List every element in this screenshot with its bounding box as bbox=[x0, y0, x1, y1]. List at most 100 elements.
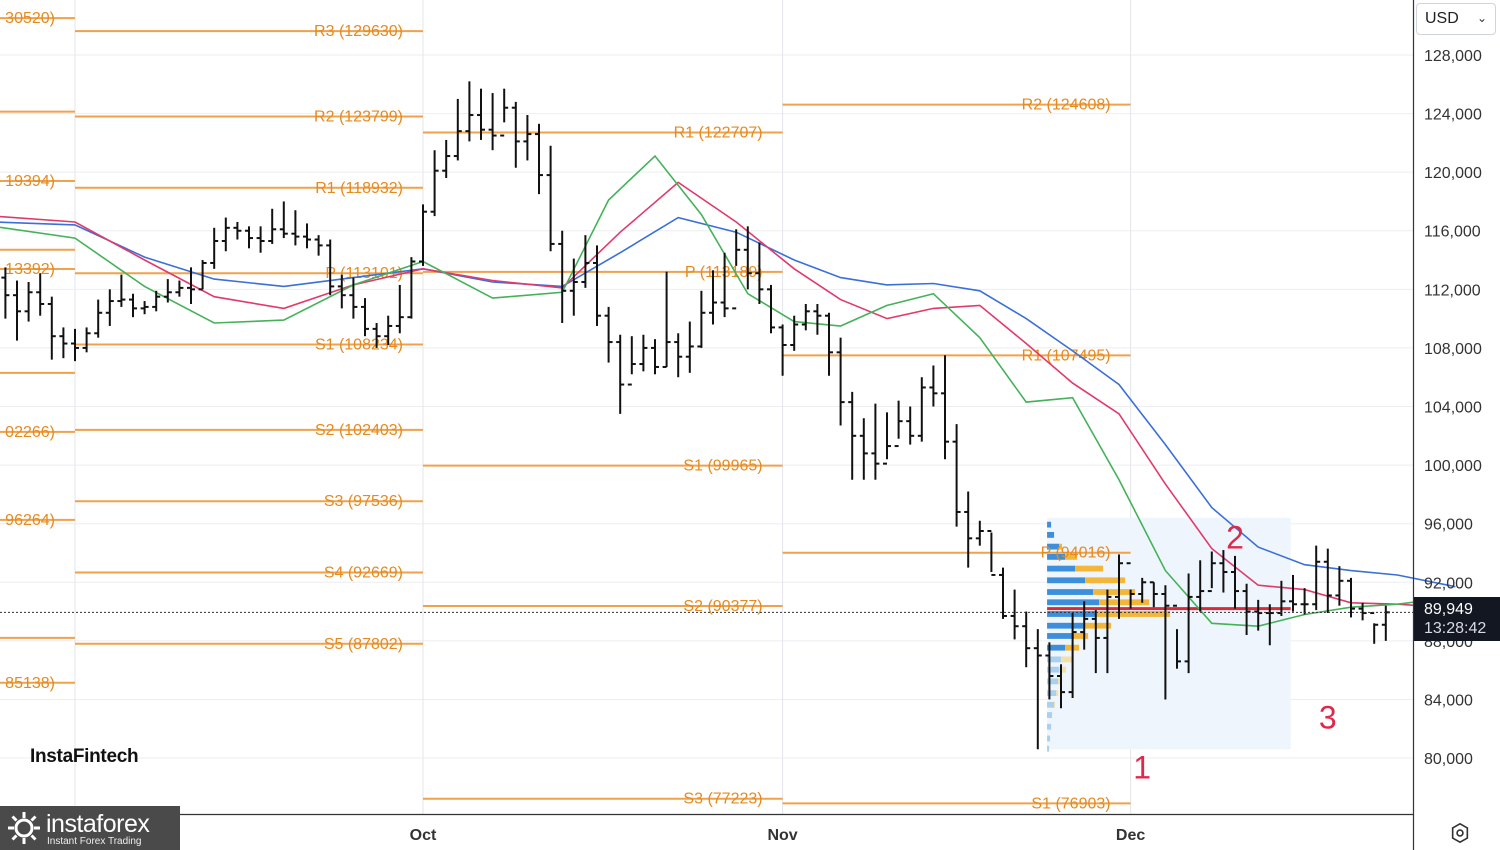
y-tick-label: 124,000 bbox=[1424, 107, 1482, 124]
ohlc-bar bbox=[1254, 599, 1263, 631]
moving-average-3 bbox=[0, 154, 1467, 628]
ohlc-bar bbox=[801, 303, 810, 331]
ohlc-bar bbox=[511, 101, 520, 168]
volume-bar-up bbox=[1047, 577, 1086, 584]
ohlc-bar bbox=[163, 279, 172, 303]
ohlc-bar bbox=[569, 258, 578, 316]
pivot-label: 13392) bbox=[5, 261, 55, 278]
ohlc-bar bbox=[245, 226, 253, 249]
ohlc-bar bbox=[256, 226, 265, 253]
x-tick-label: Dec bbox=[1116, 827, 1145, 844]
ohlc-bar bbox=[743, 226, 752, 290]
volume-bar-up bbox=[1047, 532, 1055, 538]
ohlc-bar bbox=[117, 274, 126, 307]
ohlc-bar bbox=[337, 274, 346, 309]
ohlc-bar bbox=[917, 377, 926, 442]
pivot-label: R1 (118932) bbox=[315, 180, 403, 197]
ohlc-bar bbox=[465, 81, 474, 142]
ohlc-bar bbox=[1149, 581, 1158, 608]
pivot-label: 30520) bbox=[5, 10, 55, 27]
pivot-label: R3 (129630) bbox=[314, 23, 403, 40]
instaforex-logo: instaforex Instant Forex Trading bbox=[0, 806, 180, 850]
x-tick-label: Nov bbox=[767, 827, 797, 844]
volume-bar-up bbox=[1047, 712, 1053, 718]
ohlc-bar bbox=[140, 301, 149, 315]
ohlc-bar bbox=[1, 267, 10, 319]
volume-bar-down bbox=[1059, 543, 1063, 550]
ohlc-bar bbox=[175, 280, 184, 297]
ohlc-bar bbox=[268, 208, 277, 244]
moving-average-2 bbox=[0, 181, 1444, 608]
ohlc-bar bbox=[1173, 604, 1181, 669]
volume-bar-up bbox=[1047, 599, 1100, 606]
volume-bar-down bbox=[1056, 690, 1059, 696]
pivot-label: S2 (90377) bbox=[683, 598, 762, 615]
ohlc-bar bbox=[94, 299, 103, 338]
pivot-label: S4 (92669) bbox=[324, 564, 403, 581]
pivot-label: S2 (102403) bbox=[315, 422, 403, 439]
ohlc-bar bbox=[349, 277, 358, 319]
pivot-label: R1 (107495) bbox=[1022, 347, 1111, 364]
ohlc-bar bbox=[1196, 560, 1205, 612]
currency-selector[interactable]: USD ⌄ bbox=[1416, 3, 1496, 35]
ohlc-bar bbox=[361, 298, 369, 337]
ohlc-bar bbox=[825, 312, 833, 376]
volume-bar-up bbox=[1047, 644, 1066, 651]
ohlc-bar bbox=[627, 336, 636, 386]
instaforex-logo-subtitle: Instant Forex Trading bbox=[47, 836, 142, 847]
ohlc-bar bbox=[836, 337, 845, 426]
volume-bar-up bbox=[1047, 745, 1050, 752]
ohlc-bar bbox=[709, 270, 717, 325]
y-tick-label: 80,000 bbox=[1424, 751, 1473, 768]
ohlc-bar bbox=[47, 296, 56, 360]
volume-bar-down bbox=[1065, 553, 1078, 560]
ohlc-bar bbox=[152, 290, 161, 312]
ohlc-bar bbox=[1184, 573, 1193, 674]
ohlc-bar bbox=[558, 230, 567, 324]
ohlc-bar bbox=[372, 323, 381, 348]
ohlc-bar bbox=[1022, 611, 1031, 668]
pivot-label: S1 (76903) bbox=[1031, 795, 1110, 812]
ohlc-bar bbox=[790, 315, 799, 351]
ohlc-bar bbox=[488, 93, 497, 151]
ohlc-bar bbox=[1161, 585, 1170, 700]
instaforex-logo-text: instaforex bbox=[46, 810, 150, 838]
ohlc-bar bbox=[523, 115, 532, 161]
ohlc-bar bbox=[685, 321, 694, 373]
pivot-label: R1 (122707) bbox=[674, 125, 763, 142]
ohlc-bar bbox=[1242, 583, 1251, 636]
ohlc-bar bbox=[1300, 588, 1309, 615]
ohlc-bar bbox=[314, 235, 323, 256]
volume-bar-up bbox=[1047, 690, 1057, 696]
volume-bar-down bbox=[1099, 599, 1150, 606]
ohlc-bar bbox=[1347, 577, 1355, 618]
ohlc-bar bbox=[616, 334, 625, 414]
ohlc-bar bbox=[604, 306, 613, 363]
ohlc-bar bbox=[1033, 629, 1042, 750]
pivot-label: S3 (97536) bbox=[324, 493, 403, 510]
ohlc-bar bbox=[720, 252, 729, 318]
ohlc-bar bbox=[1010, 589, 1019, 640]
pivot-label: S5 (87802) bbox=[324, 636, 403, 653]
ohlc-bar bbox=[198, 260, 207, 291]
y-tick-label: 108,000 bbox=[1424, 341, 1482, 358]
ohlc-bar bbox=[1265, 604, 1274, 646]
volume-bar-down bbox=[1058, 678, 1062, 685]
ohlc-bar bbox=[906, 406, 915, 445]
ohlc-bar bbox=[535, 123, 543, 195]
settings-gear-icon[interactable] bbox=[1449, 822, 1471, 844]
ohlc-bar bbox=[36, 273, 45, 316]
volume-bar-up bbox=[1047, 735, 1051, 742]
volume-bar-up bbox=[1047, 678, 1059, 685]
volume-bar-down bbox=[1083, 622, 1112, 629]
volume-bar-up bbox=[1047, 622, 1084, 629]
last-price-value: 89,949 bbox=[1424, 601, 1473, 618]
volume-bar-down bbox=[1093, 589, 1136, 595]
ohlc-bar bbox=[500, 88, 509, 137]
y-tick-label: 116,000 bbox=[1424, 224, 1481, 241]
pivot-label: P (94016) bbox=[1041, 545, 1111, 562]
x-tick-label: Oct bbox=[410, 827, 437, 844]
ohlc-bar bbox=[581, 235, 590, 288]
moving-average-1 bbox=[0, 216, 1456, 588]
